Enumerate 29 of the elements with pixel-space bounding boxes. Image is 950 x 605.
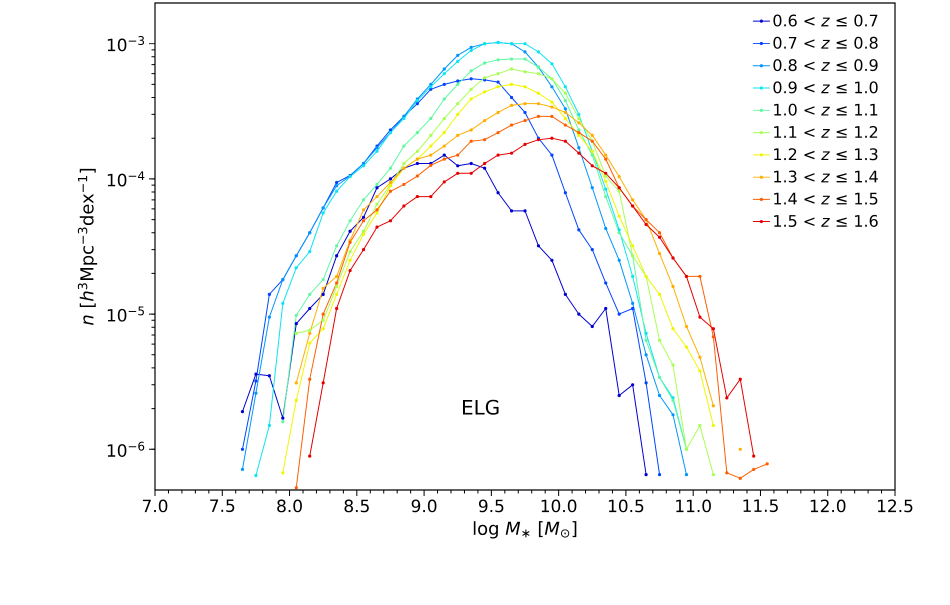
x-tick-label: 11.0 — [676, 499, 711, 512]
y-tick-label: 10$^{−6}$ — [108, 442, 144, 457]
y-tick-label: 10$^{−5}$ — [108, 306, 144, 322]
x-tick-label: 8.5 — [344, 499, 369, 512]
x-tick-label: 9.5 — [478, 499, 504, 512]
x-tick-label: 7.5 — [210, 500, 234, 512]
legend-label: 0.6 < z ≤ 0.7 — [773, 14, 878, 27]
x-tick-label: 8.0 — [277, 499, 302, 512]
x-tick-label: 12.5 — [878, 499, 912, 512]
x-tick-label: 9.0 — [412, 499, 436, 512]
x-tick-label: 11.5 — [743, 500, 778, 512]
legend-label: 0.9 < z ≤ 1.0 — [773, 81, 878, 94]
legend-label: 0.8 < z ≤ 0.9 — [773, 59, 878, 72]
annotation: ELG — [462, 400, 499, 415]
x-tick-label: 7.0 — [142, 499, 168, 512]
x-axis-title: log M$_{∗}$ [M$_{⊙}$] — [474, 521, 576, 539]
legend-label: 1.5 < z ≤ 1.6 — [774, 214, 878, 227]
legend-label: 0.7 < z ≤ 0.8 — [773, 36, 878, 49]
x-tick-label: 10.0 — [542, 499, 576, 512]
legend-label: 1.0 < z ≤ 1.1 — [774, 104, 878, 116]
x-tick-label: 12.0 — [810, 499, 846, 512]
x-tick-label: 10.5 — [608, 499, 644, 512]
y-tick-label: 10$^{−4}$ — [108, 171, 144, 186]
legend-label: 1.4 < z ≤ 1.5 — [774, 192, 878, 205]
legend-label: 1.1 < z ≤ 1.2 — [774, 126, 878, 138]
text: n [h$^{3}$Mpc$^{−3}$dex$^{−1}$] — [78, 168, 98, 326]
y-tick-label: 10$^{−3}$ — [108, 36, 144, 52]
legend-label: 1.3 < z ≤ 1.4 — [774, 170, 878, 183]
legend-label: 1.2 < z ≤ 1.3 — [774, 148, 878, 160]
